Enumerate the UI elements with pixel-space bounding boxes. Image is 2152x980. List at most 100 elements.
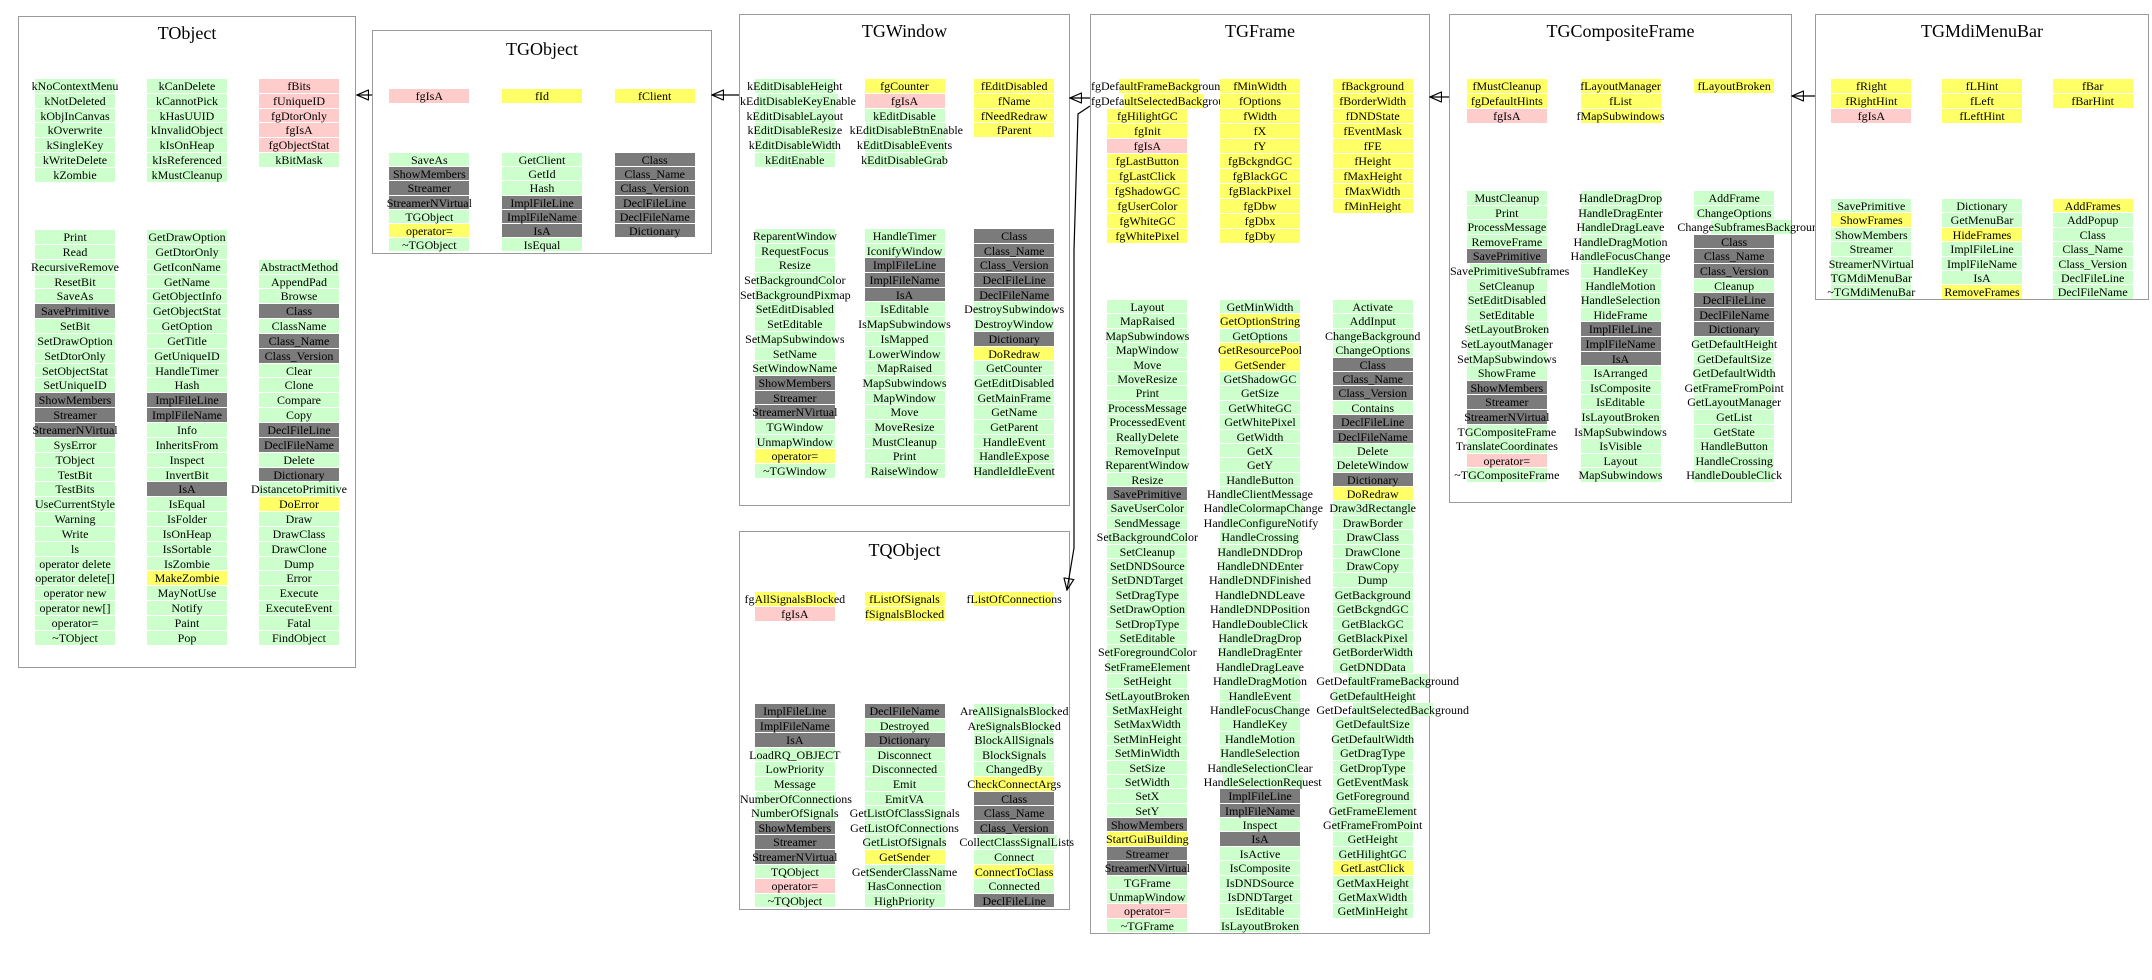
member-cell[interactable]: fEventMask	[1343, 124, 1402, 138]
member-cell[interactable]: NumberOfSignals	[751, 806, 839, 821]
member-cell[interactable]: fMaxWidth	[1344, 184, 1401, 198]
member-cell[interactable]: fY	[1253, 139, 1267, 153]
member-cell[interactable]: operator=	[771, 449, 819, 464]
member-cell[interactable]: fMapSubwindows	[1576, 109, 1665, 123]
member-cell[interactable]: Print	[63, 230, 87, 244]
member-cell[interactable]: HandleMotion	[1585, 278, 1656, 293]
member-cell[interactable]: kNoContextMenu	[31, 79, 119, 93]
member-cell[interactable]: fMinWidth	[1233, 79, 1287, 93]
member-cell[interactable]: fgDefaultFrameBackground	[1091, 79, 1227, 93]
member-cell[interactable]: GetSender	[879, 849, 930, 864]
member-cell[interactable]: Clear	[286, 363, 312, 378]
member-cell[interactable]: kIsOnHeap	[159, 138, 215, 153]
member-cell[interactable]: operator=	[405, 223, 453, 238]
member-cell[interactable]: kEditDisable	[873, 108, 936, 123]
class-title[interactable]: TGWindow	[861, 21, 948, 41]
member-cell[interactable]: TGCompositeFrame	[1457, 424, 1557, 439]
member-cell[interactable]: Class_Name	[983, 243, 1045, 258]
member-cell[interactable]: DeclFileLine	[623, 195, 687, 210]
member-cell[interactable]: MustCleanup	[1474, 191, 1540, 205]
member-cell[interactable]: GetOptionString	[1220, 314, 1300, 329]
member-cell[interactable]: DrawCopy	[1346, 559, 1400, 574]
member-cell[interactable]: operator=	[771, 879, 819, 894]
member-cell[interactable]: MapSubwindows	[1578, 468, 1663, 483]
member-cell[interactable]: kObjInCanvas	[40, 108, 110, 123]
member-cell[interactable]: ReparentWindow	[1105, 458, 1190, 473]
member-cell[interactable]: DeclFileLine	[982, 893, 1046, 908]
member-cell[interactable]: SetDNDSource	[1110, 559, 1185, 574]
member-cell[interactable]: ProcessMessage	[1467, 220, 1547, 235]
member-cell[interactable]: HandleDoubleClick	[1686, 468, 1783, 483]
member-cell[interactable]: fBar	[2082, 79, 2104, 93]
member-cell[interactable]: DeclFileName	[979, 287, 1050, 302]
member-cell[interactable]: HandleKey	[1232, 717, 1288, 732]
member-cell[interactable]: Read	[62, 244, 88, 259]
member-cell[interactable]: BlockSignals	[982, 747, 1047, 762]
class-title[interactable]: TGFrame	[1225, 21, 1295, 41]
member-cell[interactable]: ResetBit	[54, 274, 96, 289]
member-cell[interactable]: kZombie	[53, 167, 97, 182]
member-cell[interactable]: Disconnected	[871, 762, 938, 777]
member-cell[interactable]: ChangeOptions	[1696, 205, 1772, 220]
member-cell[interactable]: Class	[1001, 791, 1028, 806]
member-cell[interactable]: StartGuiBuilding	[1106, 832, 1189, 847]
member-cell[interactable]: fLeftHint	[1959, 109, 2005, 123]
member-cell[interactable]: DrawClass	[1346, 530, 1400, 545]
member-cell[interactable]: SetBackgroundColor	[1096, 530, 1198, 545]
member-cell[interactable]: HandleEvent	[1228, 688, 1292, 703]
member-cell[interactable]: operator delete	[39, 556, 111, 571]
member-cell[interactable]: fBarHint	[2071, 94, 2114, 108]
member-cell[interactable]: fgCounter	[880, 79, 929, 93]
member-cell[interactable]: fFE	[1363, 139, 1382, 153]
member-cell[interactable]: GetSize	[1241, 386, 1279, 401]
member-cell[interactable]: HandleDragMotion	[1213, 674, 1307, 689]
member-cell[interactable]: Destroyed	[879, 718, 930, 733]
member-cell[interactable]: Layout	[1130, 300, 1165, 314]
member-cell[interactable]: Hash	[529, 181, 555, 196]
member-cell[interactable]: GetDrawOption	[148, 230, 226, 244]
member-cell[interactable]: ReallyDelete	[1116, 429, 1179, 444]
member-cell[interactable]: Delete	[1357, 443, 1389, 458]
member-cell[interactable]: kEditDisableGrab	[861, 152, 948, 167]
member-cell[interactable]: SetDropType	[1115, 616, 1180, 631]
member-cell[interactable]: ExecuteEvent	[265, 601, 333, 616]
member-cell[interactable]: Clone	[284, 378, 314, 393]
member-cell[interactable]: Dump	[284, 556, 314, 571]
member-cell[interactable]: Hash	[174, 378, 200, 393]
member-cell[interactable]: Inspect	[169, 452, 205, 467]
member-cell[interactable]: Delete	[283, 452, 315, 467]
member-cell[interactable]: GetUniqueID	[154, 348, 220, 363]
member-cell[interactable]: SetWindowName	[752, 361, 838, 376]
member-cell[interactable]: HandleDNDDrop	[1217, 544, 1303, 559]
member-cell[interactable]: SysError	[53, 437, 97, 452]
member-cell[interactable]: HandleDragLeave	[1576, 220, 1665, 235]
member-cell[interactable]: GetFrameFromPoint	[1684, 380, 1784, 395]
member-cell[interactable]: GetDragType	[1340, 746, 1406, 761]
member-cell[interactable]: Class	[1359, 357, 1386, 372]
member-cell[interactable]: SetMinHeight	[1113, 731, 1182, 746]
member-cell[interactable]: fId	[535, 89, 549, 103]
member-cell[interactable]: GetDefaultHeight	[1691, 336, 1778, 351]
member-cell[interactable]: Error	[286, 571, 312, 586]
member-cell[interactable]: GetForeground	[1336, 789, 1410, 804]
member-cell[interactable]: ChangeOptions	[1335, 343, 1411, 358]
class-title[interactable]: TGMdiMenuBar	[1921, 21, 2043, 41]
member-cell[interactable]: ls	[70, 541, 79, 556]
member-cell[interactable]: HasConnection	[867, 879, 942, 894]
member-cell[interactable]: GetResourcePool	[1218, 343, 1302, 358]
member-cell[interactable]: operator new[]	[39, 601, 111, 616]
member-cell[interactable]: Resize	[1131, 472, 1164, 487]
member-cell[interactable]: Disconnect	[877, 747, 932, 762]
member-cell[interactable]: fgBlackGC	[1232, 169, 1288, 183]
member-cell[interactable]: AreSignalsBlocked	[967, 718, 1061, 733]
member-cell[interactable]: ImplFileLine	[1950, 242, 2014, 257]
member-cell[interactable]: Class_Version	[1338, 386, 1408, 401]
member-cell[interactable]: AppendPad	[271, 274, 327, 289]
member-cell[interactable]: SavePrimitiveSubframes	[1450, 263, 1570, 278]
member-cell[interactable]: fgUserColor	[1117, 199, 1178, 213]
member-cell[interactable]: fEditDisabled	[980, 79, 1048, 93]
member-cell[interactable]: Dictionary	[629, 223, 681, 238]
member-cell[interactable]: DistancetoPrimitive	[251, 482, 347, 497]
member-cell[interactable]: ShowMembers	[758, 820, 832, 835]
member-cell[interactable]: fOptions	[1239, 94, 1281, 108]
